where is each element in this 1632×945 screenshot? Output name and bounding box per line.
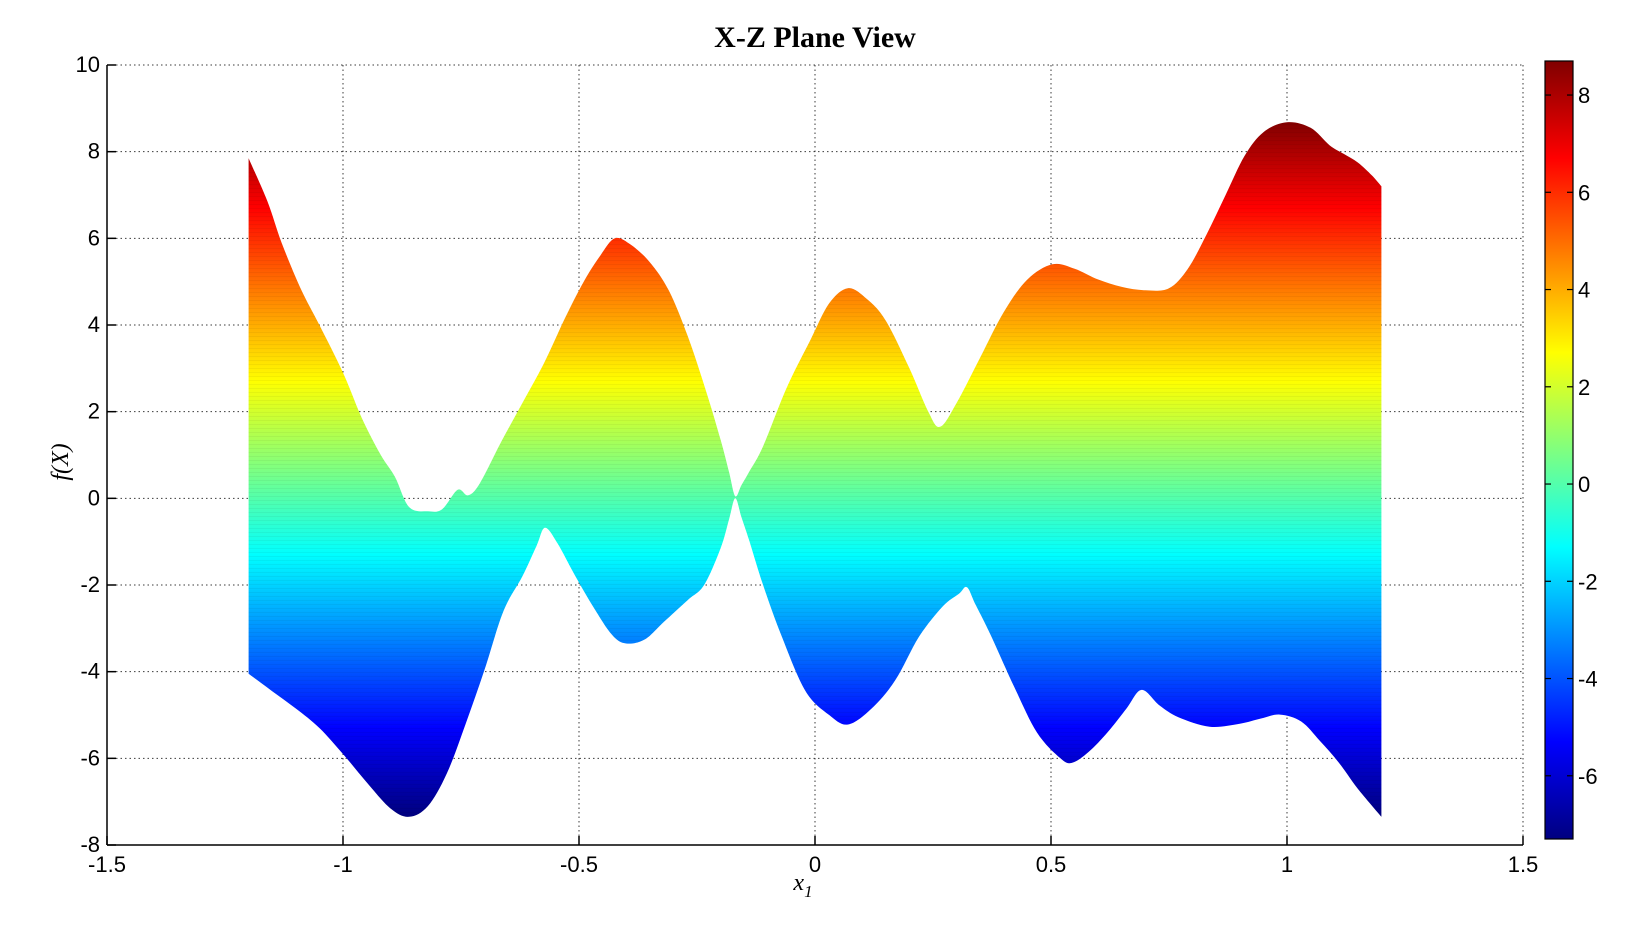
y-tick-label: -4 bbox=[80, 659, 100, 684]
y-tick-label: 4 bbox=[88, 312, 100, 337]
colorbar: 8 6 4 2 0 -2 -4 -6 bbox=[1544, 60, 1598, 840]
x-tick-label: -0.5 bbox=[560, 852, 598, 877]
x-tick-label: -1.5 bbox=[88, 852, 126, 877]
colorbar-tick-label: 2 bbox=[1578, 375, 1590, 400]
colorbar-tick-label: 0 bbox=[1578, 472, 1590, 497]
x-axis-label: x1 bbox=[792, 870, 812, 901]
colorbar-tick-label: -6 bbox=[1578, 764, 1598, 789]
surface-mesh-texture bbox=[248, 122, 1382, 817]
colorbar-tick-label: 4 bbox=[1578, 278, 1590, 303]
y-tick-label: 2 bbox=[88, 399, 100, 424]
colorbar-tick-label: 6 bbox=[1578, 180, 1590, 205]
x-axis-label-subscript: 1 bbox=[804, 882, 813, 901]
colorbar-gradient bbox=[1544, 60, 1574, 840]
y-tick-label: 10 bbox=[76, 52, 100, 77]
colorbar-tick-label: 8 bbox=[1578, 83, 1590, 108]
y-tick-label: -8 bbox=[80, 832, 100, 857]
colorbar-tick-label: -2 bbox=[1578, 569, 1598, 594]
x-tick-label: 0.5 bbox=[1036, 852, 1067, 877]
x-axis-label-base: x bbox=[792, 870, 804, 896]
y-tick-label: 0 bbox=[88, 485, 100, 510]
axes-layer: -1.5 -1 -0.5 0 0.5 1 1.5 10 8 6 4 2 0 -2 -4 -6 -8 bbox=[76, 52, 1539, 877]
y-tick-label: 8 bbox=[88, 139, 100, 164]
y-tick-label: 6 bbox=[88, 225, 100, 250]
chart-title: X-Z Plane View bbox=[714, 21, 916, 54]
x-tick-label: -1 bbox=[333, 852, 353, 877]
x-tick-label: 1 bbox=[1281, 852, 1293, 877]
colorbar-tick-label: -4 bbox=[1578, 667, 1598, 692]
y-tick-label: -6 bbox=[80, 745, 100, 770]
x-tick-label: 0 bbox=[809, 852, 821, 877]
y-tick-label: -2 bbox=[80, 572, 100, 597]
x-tick-label: 1.5 bbox=[1508, 852, 1539, 877]
y-axis-label: f(X) bbox=[48, 443, 74, 480]
